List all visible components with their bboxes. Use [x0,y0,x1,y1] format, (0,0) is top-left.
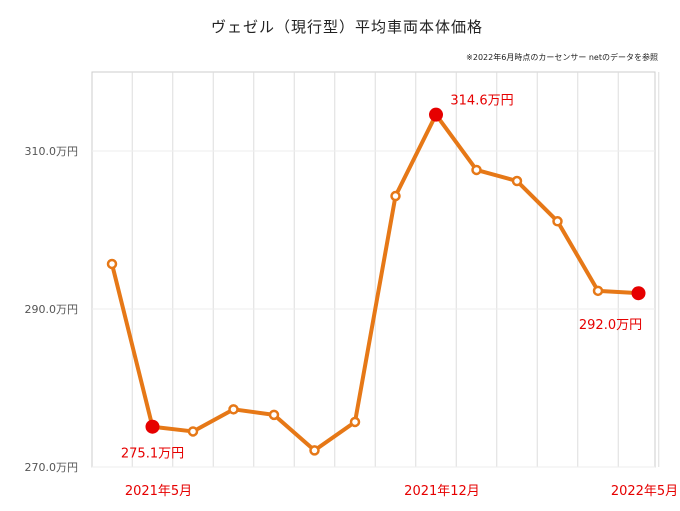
x-tick-label: 2021年5月 [125,484,192,499]
data-label: 314.6万円 [450,94,513,109]
plot-area [91,71,656,468]
series-price [106,107,646,456]
data-point [268,409,280,421]
y-tick-label: 310.0万円 [25,145,79,158]
data-point [511,175,523,187]
data-label: 292.0万円 [579,318,642,333]
data-point [390,190,401,202]
chart-title: ヴェゼル（現行型）平均車両本体価格 [211,18,483,36]
y-tick-label: 270.0万円 [25,461,79,474]
x-tick-label: 2021年12月 [404,484,480,499]
data-point [349,416,361,428]
data-labels: 275.1万円 314.6万円 292.0万円 [121,94,642,462]
y-axis: 270.0万円 290.0万円 310.0万円 [25,145,79,474]
data-point [228,404,239,415]
data-label: 275.1万円 [121,447,184,462]
data-point [471,164,482,176]
data-point [106,258,118,270]
chart-note: ※2022年6月時点のカーセンサー netのデータを参照 [466,52,658,62]
x-axis: 2021年5月 2021年12月 2022年5月 [125,484,678,499]
y-tick-label: 290.0万円 [25,303,79,316]
data-point [592,285,604,297]
data-point [187,426,199,437]
x-tick-label: 2022年5月 [611,484,678,499]
data-point [552,216,563,227]
series-line [110,112,641,453]
grid-lines [92,72,660,468]
data-point [309,445,320,456]
highlight-point [631,286,646,301]
highlight-point [145,419,160,434]
highlight-point [429,107,443,122]
